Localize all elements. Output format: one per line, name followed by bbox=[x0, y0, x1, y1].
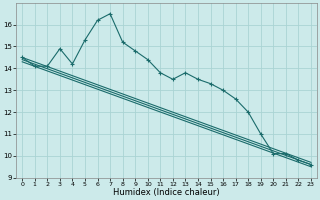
X-axis label: Humidex (Indice chaleur): Humidex (Indice chaleur) bbox=[113, 188, 220, 197]
